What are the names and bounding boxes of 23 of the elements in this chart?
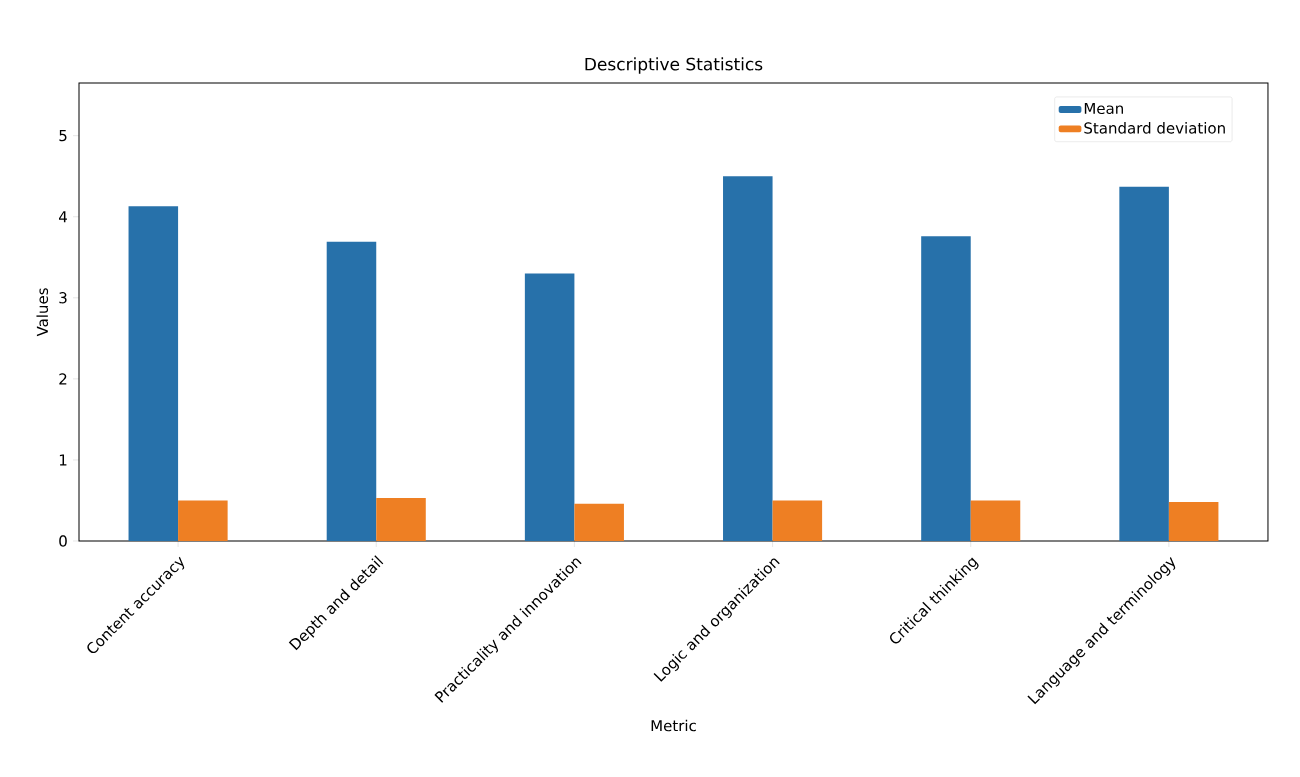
bar xyxy=(524,273,575,541)
y-tick-label: 4 xyxy=(59,211,67,223)
bar xyxy=(326,241,377,541)
y-tick-label: 1 xyxy=(59,454,67,466)
bar xyxy=(772,500,823,541)
y-axis-title: Values xyxy=(36,288,49,337)
y-tick-label: 2 xyxy=(59,373,67,385)
bar xyxy=(178,500,228,541)
bar xyxy=(723,176,773,541)
legend-label: Standard deviation xyxy=(1084,122,1225,134)
y-tick-label: 0 xyxy=(59,535,67,547)
bar xyxy=(921,236,971,541)
bar xyxy=(1119,186,1169,541)
bar xyxy=(970,500,1021,541)
y-tick-label: 3 xyxy=(59,292,67,304)
bar xyxy=(376,498,426,541)
legend-label: Mean xyxy=(1084,102,1123,115)
bar xyxy=(574,503,624,541)
x-axis-title: Metric xyxy=(651,719,696,732)
bar xyxy=(128,206,179,541)
bar xyxy=(1168,502,1219,541)
chart-title: Descriptive Statistics xyxy=(585,57,763,74)
y-tick-label: 5 xyxy=(59,130,67,142)
